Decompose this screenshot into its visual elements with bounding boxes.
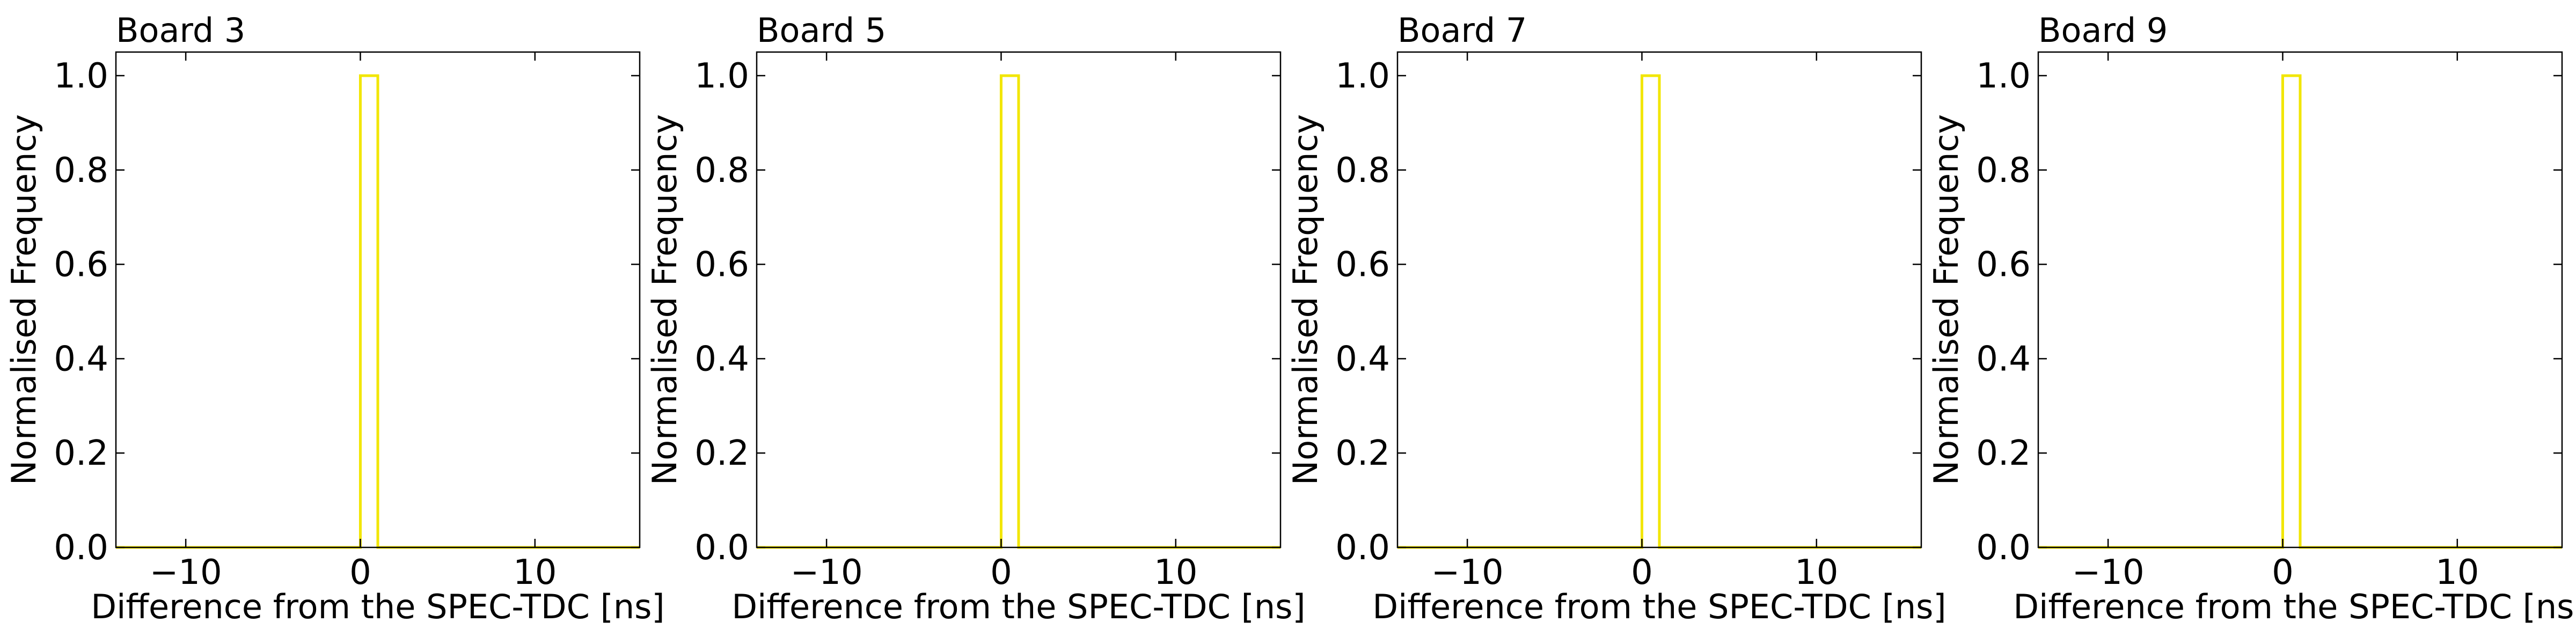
y-tick-label: 0.2 bbox=[54, 434, 108, 473]
y-tick-label: 1.0 bbox=[694, 56, 749, 96]
y-tick-label: 0.2 bbox=[694, 434, 749, 473]
x-tick-label: 0 bbox=[990, 553, 1012, 592]
x-axis-label: Difference from the SPEC-TDC [ns] bbox=[731, 587, 1305, 626]
x-tick-label: 10 bbox=[1795, 553, 1838, 592]
histogram-series bbox=[1397, 74, 1921, 549]
x-tick-label: 0 bbox=[2272, 553, 2294, 592]
plot-frame bbox=[2037, 51, 2563, 548]
x-axis-label: Difference from the SPEC-TDC [ns] bbox=[2013, 587, 2576, 626]
x-tick-label: 10 bbox=[1154, 553, 1197, 592]
x-tick-label: −10 bbox=[791, 553, 863, 592]
y-tick-label: 0.0 bbox=[1335, 528, 1390, 568]
histogram-series bbox=[116, 74, 640, 549]
histogram-series bbox=[757, 74, 1280, 549]
y-tick-label: 0.0 bbox=[54, 528, 108, 568]
x-tick-label: −10 bbox=[1431, 553, 1504, 592]
x-tick-label: −10 bbox=[150, 553, 222, 592]
y-tick-label: 0.2 bbox=[1335, 434, 1390, 473]
y-tick-label: 1.0 bbox=[54, 56, 108, 96]
x-tick-label: −10 bbox=[2072, 553, 2145, 592]
y-axis-label: Normalised Frequency bbox=[645, 114, 684, 485]
x-tick-label: 10 bbox=[513, 553, 557, 592]
y-tick-label: 0.8 bbox=[694, 151, 749, 191]
y-axis-label: Normalised Frequency bbox=[4, 114, 43, 485]
y-tick-label: 0.8 bbox=[54, 151, 108, 191]
panel-title: Board 5 bbox=[757, 11, 886, 50]
x-axis-label: Difference from the SPEC-TDC [ns] bbox=[91, 587, 664, 626]
y-axis-label: Normalised Frequency bbox=[1286, 114, 1325, 485]
x-tick-label: 10 bbox=[2435, 553, 2479, 592]
panel-title: Board 3 bbox=[116, 11, 245, 50]
y-tick-label: 0.6 bbox=[1976, 245, 2031, 285]
plot-frame bbox=[756, 51, 1282, 548]
x-tick-label: 0 bbox=[1631, 553, 1653, 592]
plot-frame bbox=[115, 51, 641, 548]
y-tick-label: 0.8 bbox=[1976, 151, 2031, 191]
y-tick-label: 0.0 bbox=[1976, 528, 2031, 568]
y-tick-label: 0.6 bbox=[694, 245, 749, 285]
y-axis-label: Normalised Frequency bbox=[1927, 114, 1966, 485]
y-tick-label: 0.0 bbox=[694, 528, 749, 568]
plot-frame bbox=[1396, 51, 1922, 548]
y-tick-label: 0.4 bbox=[1335, 339, 1390, 379]
y-tick-label: 1.0 bbox=[1976, 56, 2031, 96]
y-tick-label: 0.4 bbox=[54, 339, 108, 379]
x-tick-label: 0 bbox=[349, 553, 371, 592]
y-tick-label: 0.8 bbox=[1335, 151, 1390, 191]
histogram-series bbox=[2038, 74, 2562, 549]
y-tick-label: 1.0 bbox=[1335, 56, 1390, 96]
panel-title: Board 9 bbox=[2038, 11, 2168, 50]
panel-title: Board 7 bbox=[1397, 11, 1527, 50]
x-axis-label: Difference from the SPEC-TDC [ns] bbox=[1372, 587, 1946, 626]
y-tick-label: 0.4 bbox=[694, 339, 749, 379]
y-tick-label: 0.6 bbox=[54, 245, 108, 285]
y-tick-label: 0.6 bbox=[1335, 245, 1390, 285]
y-tick-label: 0.2 bbox=[1976, 434, 2031, 473]
y-tick-label: 0.4 bbox=[1976, 339, 2031, 379]
